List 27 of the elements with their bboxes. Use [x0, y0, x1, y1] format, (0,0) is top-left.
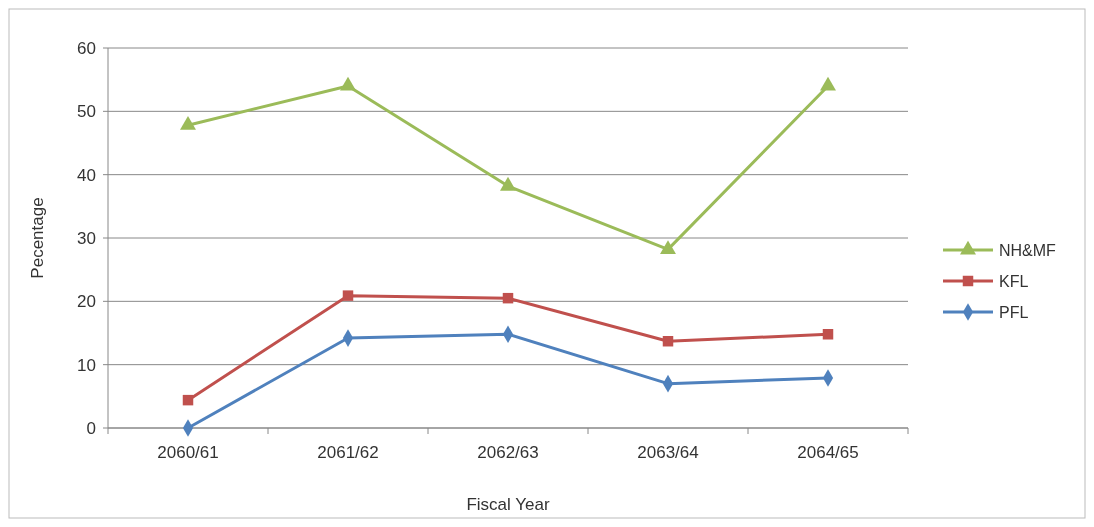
x-tick-label: 2064/65	[797, 443, 859, 462]
point	[820, 76, 836, 91]
x-tick-label: 2060/61	[157, 443, 219, 462]
point	[182, 394, 194, 406]
point	[500, 176, 516, 191]
x-axis-title: Fiscal Year	[466, 495, 550, 514]
point	[340, 76, 356, 91]
point	[180, 116, 196, 130]
point	[502, 292, 514, 304]
y-tick-label: 0	[86, 418, 96, 438]
y-tick-label: 60	[77, 38, 96, 58]
y-tick-label: 20	[77, 292, 96, 312]
point	[342, 290, 354, 301]
y-axis-title: Pecentage	[28, 197, 47, 279]
x-tick-label: 2062/63	[477, 443, 539, 462]
y-tick-label: 50	[77, 102, 96, 122]
legend-label: PFL	[999, 303, 1029, 321]
y-tick-label: 30	[77, 228, 96, 248]
x-tick-label: 2063/64	[637, 443, 699, 462]
legend-label: KFL	[999, 272, 1029, 290]
y-tick-label: 40	[77, 165, 96, 185]
point	[660, 240, 676, 254]
x-tick-label: 2061/62	[317, 443, 379, 462]
point	[662, 335, 674, 347]
legend-label: NH&MF	[999, 241, 1057, 259]
y-tick-label: 10	[77, 355, 96, 375]
point	[822, 329, 834, 340]
